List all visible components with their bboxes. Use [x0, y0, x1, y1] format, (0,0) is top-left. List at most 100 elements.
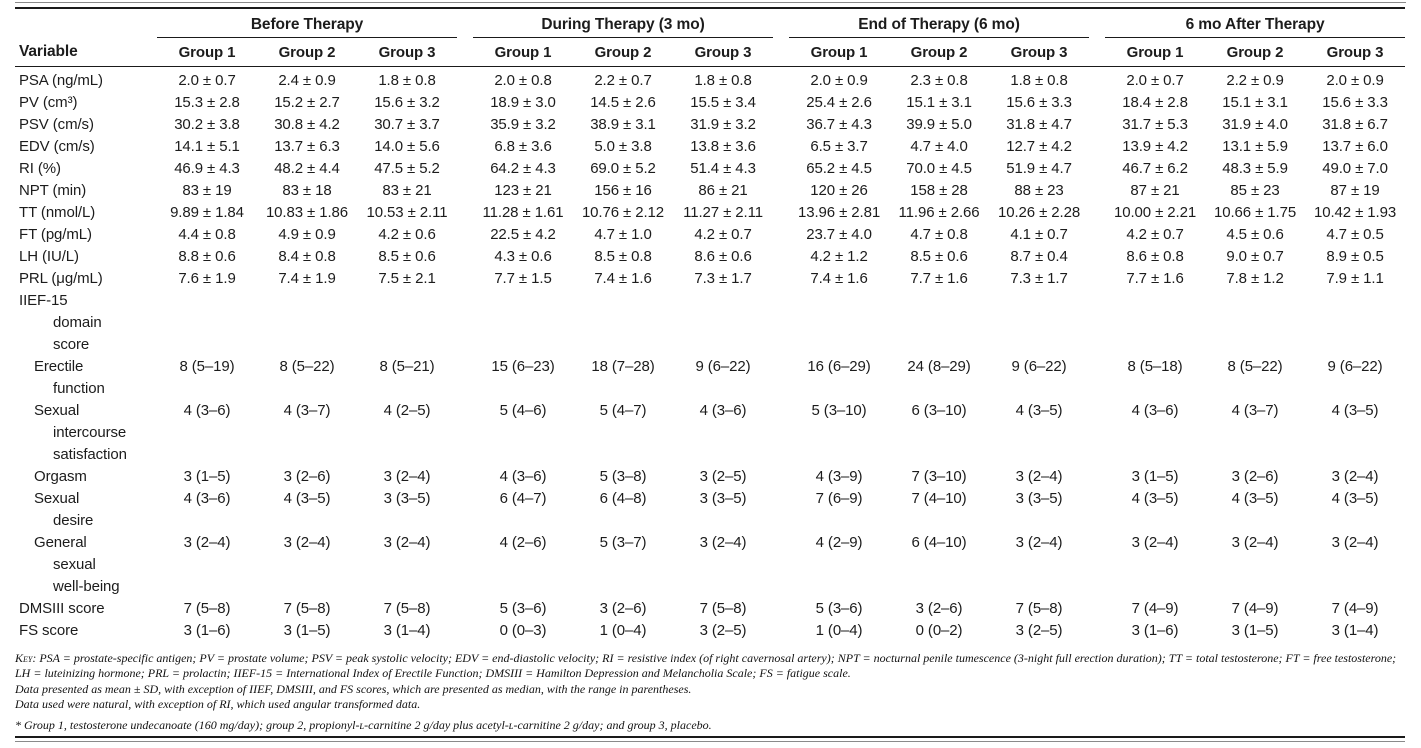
table-row: Orgasm 3 (1–5) 3 (2–6) 3 (2–4) 4 (3–6) 5 (3–8…	[15, 466, 1405, 488]
column-spacer	[457, 356, 473, 400]
group-header: Group 2	[573, 37, 673, 67]
table-cell: 83 ± 21	[382, 181, 432, 199]
table-cell: 6.5 ± 3.7	[810, 137, 868, 155]
column-spacer	[773, 246, 789, 268]
column-spacer	[457, 202, 473, 224]
row-label: NPT (min)	[19, 181, 87, 199]
row-label: Sexual desire	[34, 489, 94, 529]
table-cell: 4.2 ± 1.2	[810, 247, 868, 265]
column-spacer	[457, 114, 473, 136]
row-label: Erectile function	[34, 357, 105, 397]
table-cell: 48.2 ± 4.4	[274, 159, 340, 177]
group-header: Group 1	[1105, 37, 1206, 67]
table-cell: 4 (2–5)	[383, 401, 431, 419]
table-cell: 14.0 ± 5.6	[374, 137, 440, 155]
table-cell: 5 (3–8)	[599, 467, 647, 485]
table-row: FT (pg/mL) 4.4 ± 0.8 4.9 ± 0.9 4.2 ± 0.6 22.…	[15, 224, 1405, 246]
table-cell: 8.8 ± 0.6	[178, 247, 236, 265]
column-spacer	[1089, 400, 1105, 466]
table-cell: 7.6 ± 1.9	[178, 269, 236, 287]
column-spacer	[773, 202, 789, 224]
row-label: FT (pg/mL)	[19, 225, 92, 243]
table-cell: 4.5 ± 0.6	[1226, 225, 1284, 243]
column-spacer	[457, 488, 473, 532]
table-cell: 48.3 ± 5.9	[1222, 159, 1288, 177]
table-cell: 8.6 ± 0.6	[694, 247, 752, 265]
column-spacer	[773, 532, 789, 598]
table-cell: 13.9 ± 4.2	[1122, 137, 1188, 155]
table-cell: 9.0 ± 0.7	[1226, 247, 1284, 265]
table-cell: 7 (5–8)	[699, 599, 747, 617]
table-cell: 47.5 ± 5.2	[374, 159, 440, 177]
column-spacer	[1089, 268, 1105, 290]
table-cell: 3 (2–4)	[1015, 467, 1063, 485]
table-cell: 1.8 ± 0.8	[694, 71, 752, 89]
table-cell: 7 (5–8)	[1015, 599, 1063, 617]
table-cell	[573, 290, 673, 356]
table-row: PSA (ng/mL) 2.0 ± 0.7 2.4 ± 0.9 1.8 ± 0.8 2.…	[15, 66, 1405, 92]
table-cell: 7 (5–8)	[183, 599, 231, 617]
table-cell: 86 ± 21	[698, 181, 748, 199]
table-cell	[1205, 290, 1305, 356]
column-spacer	[1089, 114, 1105, 136]
table-cell: 9 (6–22)	[1011, 357, 1067, 375]
table-cell: 11.27 ± 2.11	[683, 203, 763, 221]
table-cell: 7.9 ± 1.1	[1326, 269, 1384, 287]
table-cell: 46.9 ± 4.3	[174, 159, 240, 177]
table-cell: 18.9 ± 3.0	[490, 93, 556, 111]
table-cell: 3 (1–5)	[1131, 467, 1179, 485]
table-cell: 16 (6–29)	[807, 357, 871, 375]
group-header-row: Variable Group 1 Group 2 Group 3 Group 1…	[15, 37, 1406, 67]
table-cell: 7.4 ± 1.9	[278, 269, 336, 287]
table-cell: 4 (3–7)	[1231, 401, 1279, 419]
table-cell: 8.7 ± 0.4	[1010, 247, 1068, 265]
footnote-line: Data presented as mean ± SD, with except…	[15, 681, 692, 696]
table-cell: 15.6 ± 3.3	[1322, 93, 1388, 111]
table-cell: 8 (5–21)	[379, 357, 435, 375]
table-cell: 7.4 ± 1.6	[594, 269, 652, 287]
table-cell: 7.4 ± 1.6	[810, 269, 868, 287]
column-spacer	[457, 8, 473, 38]
column-spacer	[457, 158, 473, 180]
table-row: LH (IU/L) 8.8 ± 0.6 8.4 ± 0.8 8.5 ± 0.6 4.3 …	[15, 246, 1405, 268]
table-cell: 120 ± 26	[810, 181, 868, 199]
table-cell: 65.2 ± 4.5	[806, 159, 872, 177]
table-cell: 9.89 ± 1.84	[170, 203, 244, 221]
table-cell	[473, 290, 573, 356]
column-spacer	[457, 136, 473, 158]
table-cell: 3 (2–5)	[699, 621, 747, 639]
column-spacer	[457, 598, 473, 620]
column-spacer	[773, 488, 789, 532]
row-label: PRL (μg/mL)	[19, 269, 103, 287]
table-row: DMSIII score 7 (5–8) 7 (5–8) 7 (5–8) 5 (3–6)…	[15, 598, 1405, 620]
table-cell: 18 (7–28)	[591, 357, 655, 375]
table-row: TT (nmol/L) 9.89 ± 1.84 10.83 ± 1.86 10.53 …	[15, 202, 1405, 224]
table-cell	[1105, 290, 1205, 356]
column-spacer	[1089, 158, 1105, 180]
table-cell: 2.0 ± 0.8	[494, 71, 552, 89]
group-header: Group 3	[673, 37, 774, 67]
table-cell: 3 (2–4)	[1015, 533, 1063, 551]
table-cell: 3 (2–6)	[915, 599, 963, 617]
table-cell: 9 (6–22)	[1327, 357, 1383, 375]
table-cell: 11.96 ± 2.66	[898, 203, 980, 221]
table-cell: 1.8 ± 0.8	[1010, 71, 1068, 89]
table-cell: 13.7 ± 6.3	[274, 137, 340, 155]
table-cell: 39.9 ± 5.0	[906, 115, 972, 133]
column-spacer	[1089, 202, 1105, 224]
table-cell: 7 (4–9)	[1231, 599, 1279, 617]
therapy-results-table: Before Therapy During Therapy (3 mo) End…	[15, 7, 1406, 642]
footnote-key-text: PSA = prostate-specific antigen; PV = pr…	[15, 650, 1397, 681]
table-cell: 46.7 ± 6.2	[1122, 159, 1188, 177]
span-header-after-therapy: 6 mo After Therapy	[1105, 8, 1406, 38]
column-spacer	[1089, 532, 1105, 598]
table-cell: 31.9 ± 4.0	[1222, 115, 1288, 133]
column-spacer	[457, 224, 473, 246]
table-cell: 25.4 ± 2.6	[806, 93, 872, 111]
table-cell: 8.5 ± 0.6	[910, 247, 968, 265]
column-spacer	[773, 136, 789, 158]
table-cell: 15.1 ± 3.1	[906, 93, 972, 111]
table-cell: 31.8 ± 4.7	[1006, 115, 1072, 133]
column-spacer	[457, 290, 473, 356]
row-label: FS score	[19, 621, 79, 639]
